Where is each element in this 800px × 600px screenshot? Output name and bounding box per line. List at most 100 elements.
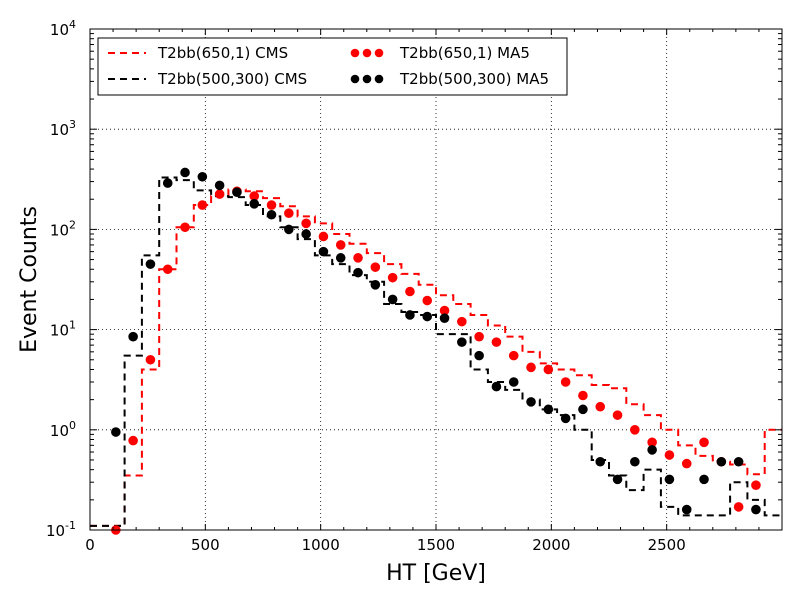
data-point (232, 187, 242, 198)
data-point (664, 450, 675, 460)
data-point (422, 295, 433, 306)
legend: T2bb(650,1) CMS T2bb(500,300) CMS T2bb(650… (97, 37, 568, 96)
series-4 (111, 167, 761, 515)
data-point (578, 390, 588, 401)
data-point (543, 404, 554, 415)
step-line-series-1 (90, 188, 782, 527)
data-point (249, 199, 260, 209)
data-point (543, 364, 554, 375)
legend-swatch-marker (362, 48, 372, 58)
data-point (180, 222, 190, 233)
y-tick-label: 104 (50, 18, 76, 39)
data-point (664, 474, 675, 485)
data-point (301, 218, 311, 229)
data-point (162, 264, 173, 275)
data-point (301, 229, 311, 239)
plot-area-frame (89, 28, 783, 531)
data-point (508, 377, 519, 387)
data-point (612, 410, 623, 420)
data-point (197, 171, 208, 182)
data-point (647, 445, 657, 455)
data-point (387, 272, 398, 283)
axis-ticks: 0 500 1000 1500 2000 2500 10-1 100 101 102 103 104 (46, 18, 782, 554)
x-tick-label: 1000 (302, 536, 340, 554)
data-point (733, 456, 744, 467)
data-point (751, 504, 761, 515)
data-point (630, 456, 640, 467)
y-tick-label: 101 (50, 319, 76, 340)
legend-swatch-marker (374, 74, 384, 84)
legend-entry-label: T2bb(500,300) CMS (157, 70, 307, 88)
y-axis-title: Event Counts (17, 206, 42, 353)
data-point (508, 350, 519, 361)
series-layer (90, 167, 782, 535)
data-point (681, 458, 692, 469)
legend-box (97, 37, 568, 96)
data-point (699, 437, 709, 448)
data-point (578, 404, 588, 415)
legend-swatch-marker (350, 48, 360, 58)
data-point (491, 381, 502, 392)
legend-swatch-marker (374, 48, 384, 58)
data-point (214, 180, 225, 191)
series-2 (90, 176, 782, 527)
data-point (284, 208, 294, 219)
data-point (335, 240, 346, 250)
series-1 (90, 188, 782, 527)
data-point (284, 224, 294, 235)
data-point (111, 427, 121, 437)
data-point (560, 377, 571, 387)
data-point (457, 316, 467, 327)
y-tick-label: 103 (50, 118, 76, 139)
legend-entry-label: T2bb(500,300) MA5 (399, 70, 549, 88)
data-point (387, 294, 398, 305)
data-point (491, 337, 502, 347)
x-tick-label: 1500 (417, 536, 455, 554)
data-point (180, 167, 190, 178)
legend-swatch-marker (350, 74, 360, 84)
data-point (595, 401, 606, 412)
x-tick-label: 500 (191, 536, 220, 554)
data-point (128, 331, 138, 342)
data-point (266, 209, 277, 220)
data-point (318, 246, 329, 257)
data-point (612, 474, 623, 485)
data-point (162, 178, 173, 188)
data-point (353, 253, 363, 263)
data-point (699, 474, 709, 485)
data-point (318, 231, 329, 242)
data-point (335, 253, 346, 263)
data-point (405, 286, 415, 297)
data-point (266, 200, 277, 210)
data-point (474, 350, 484, 361)
y-tick-label: 100 (50, 419, 76, 440)
series-3 (111, 186, 761, 535)
data-point (733, 502, 744, 512)
data-point (197, 200, 208, 210)
legend-entry-label: T2bb(650,1) CMS (157, 44, 288, 62)
data-point (214, 189, 225, 199)
step-line-series-2 (90, 176, 782, 527)
data-point (422, 311, 433, 322)
data-point (751, 480, 761, 490)
x-axis-title: HT [GeV] (386, 561, 486, 586)
data-point (560, 413, 571, 424)
legend-swatch-marker (362, 74, 372, 84)
data-point (145, 354, 156, 365)
data-point (405, 310, 415, 320)
data-point (681, 504, 692, 515)
data-point (595, 456, 606, 467)
legend-entry-label: T2bb(650,1) MA5 (399, 44, 530, 62)
x-tick-label: 2500 (648, 536, 686, 554)
data-point (370, 279, 381, 290)
data-point (439, 313, 450, 323)
data-point (128, 435, 138, 446)
x-tick-label: 0 (85, 536, 95, 554)
data-point (526, 397, 536, 407)
y-tick-label: 102 (50, 218, 76, 239)
data-point (353, 267, 363, 278)
data-point (474, 331, 484, 342)
data-point (145, 259, 156, 269)
data-point (716, 456, 727, 467)
